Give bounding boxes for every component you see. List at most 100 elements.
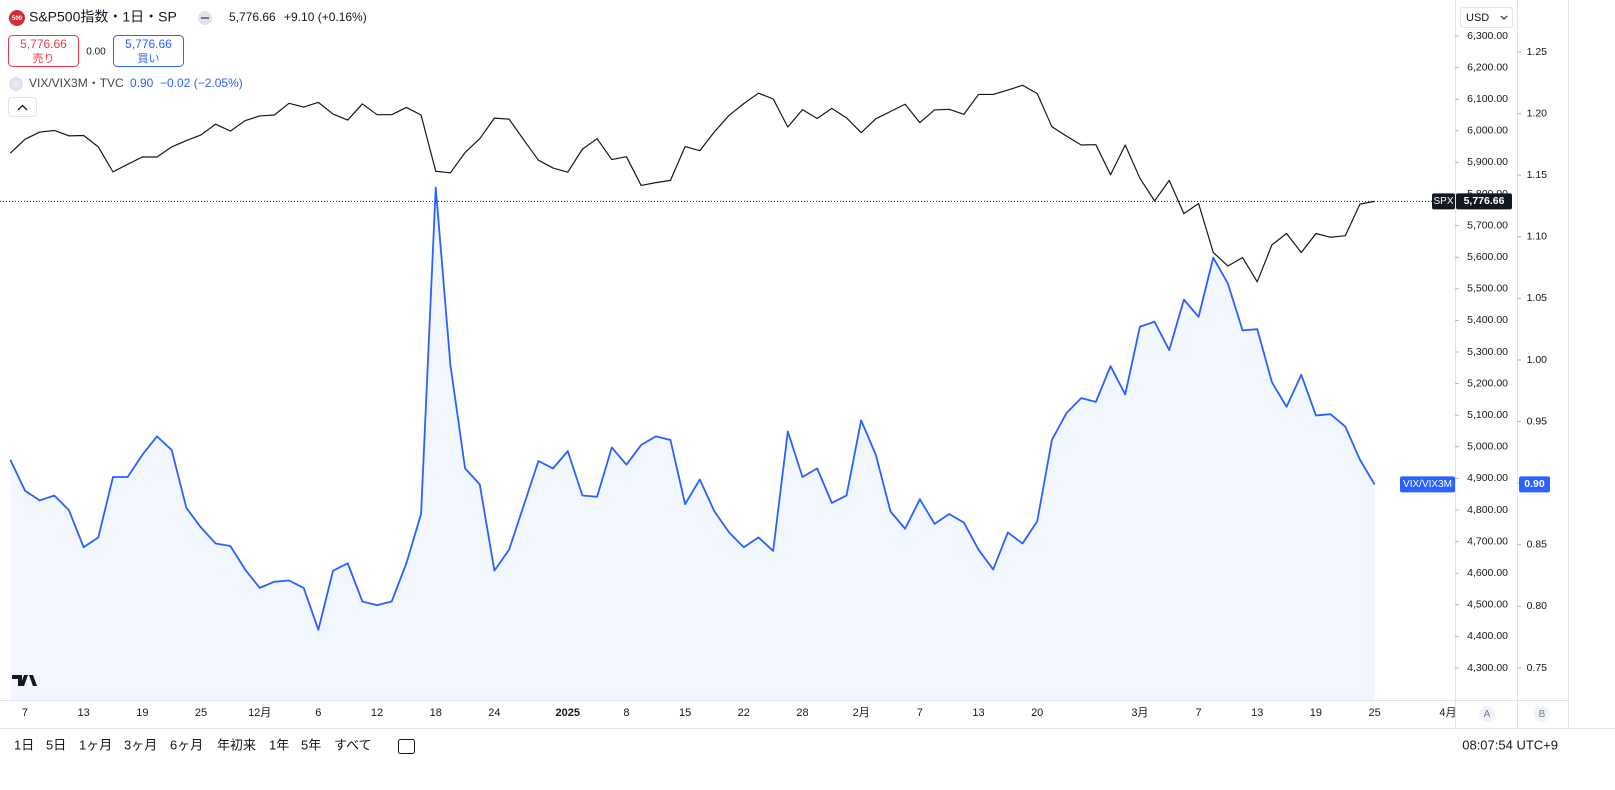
y-tick-label: 5,300.00 <box>1467 346 1508 358</box>
currency-chevron <box>1500 15 1508 20</box>
y-tick-label: 5,700.00 <box>1467 219 1508 231</box>
price-tag <box>1519 476 1550 493</box>
axis-button-label: B <box>1539 709 1546 720</box>
buy-label: 買い <box>138 52 160 65</box>
date-range-button[interactable] <box>398 739 415 754</box>
range-button[interactable]: 1年 <box>269 737 289 752</box>
currency-button[interactable] <box>1460 7 1513 28</box>
y-tick-label: 6,100.00 <box>1467 93 1508 105</box>
range-button[interactable]: 6ヶ月 <box>170 737 203 752</box>
symbol-title[interactable]: S&P500指数・1日・SP <box>29 9 177 25</box>
y2-tick-label: 1.05 <box>1527 292 1548 304</box>
x-tick-label: 15 <box>679 707 691 719</box>
price-tag <box>1456 193 1512 210</box>
axis-button[interactable] <box>1534 706 1550 722</box>
y2-tick-label: 0.75 <box>1527 662 1548 674</box>
clock[interactable]: 08:07:54 UTC+9 <box>1462 737 1558 752</box>
price-tag-label: 0.90 <box>1524 478 1545 490</box>
y-tick-label: 4,600.00 <box>1467 567 1508 579</box>
y2-tick-label: 1.00 <box>1527 354 1548 366</box>
x-tick-label: 7 <box>1196 707 1202 719</box>
y2-tick-label: 1.20 <box>1527 107 1548 119</box>
plot-area <box>9 84 1376 700</box>
x-tick-label: 12月 <box>248 707 271 719</box>
y-tick-label: 5,100.00 <box>1467 409 1508 421</box>
y-tick-label: 5,500.00 <box>1467 283 1508 295</box>
logo-text: 500 <box>12 16 23 22</box>
range-button[interactable]: 3ヶ月 <box>124 737 157 752</box>
y2-tick-label: 0.95 <box>1527 415 1548 427</box>
sell-button[interactable] <box>8 35 79 67</box>
y-tick-label: 4,800.00 <box>1467 504 1508 516</box>
brand-logo[interactable] <box>12 675 37 686</box>
buy-button[interactable] <box>113 35 184 67</box>
range-button[interactable]: 1ヶ月 <box>79 737 112 752</box>
x-tick-label: 6 <box>315 707 321 719</box>
buy-price: 5,776.66 <box>125 37 172 51</box>
y2-tick-label: 0.85 <box>1527 539 1548 551</box>
sell-price: 5,776.66 <box>20 37 67 51</box>
series-tag-name: SPX <box>1433 196 1453 207</box>
x-tick-label: 28 <box>796 707 808 719</box>
x-tick-label: 12 <box>371 707 383 719</box>
range-button[interactable]: 5年 <box>301 737 321 752</box>
y-tick-label: 6,300.00 <box>1467 30 1508 42</box>
x-tick-label: 8 <box>623 707 629 719</box>
indicator-title[interactable]: VIX/VIX3M・TVC <box>29 76 124 90</box>
indicator-value: 0.90 <box>130 76 154 90</box>
y-tick-label: 5,200.00 <box>1467 377 1508 389</box>
y-tick-label: 5,400.00 <box>1467 314 1508 326</box>
symbol-logo <box>9 10 25 26</box>
x-tick-label: 7 <box>22 707 28 719</box>
range-button[interactable]: 年初来 <box>217 737 256 752</box>
series-line <box>9 186 1376 631</box>
sell-label: 売り <box>33 52 55 65</box>
x-tick-label: 20 <box>1031 707 1043 719</box>
x-tick-label: 25 <box>1368 707 1380 719</box>
y-tick-label: 4,700.00 <box>1467 535 1508 547</box>
x-tick-label: 24 <box>488 707 500 719</box>
y2-tick-label: 1.25 <box>1527 46 1548 58</box>
range-button[interactable]: 5日 <box>46 737 66 752</box>
x-tick-label: 13 <box>78 707 90 719</box>
x-tick-label: 4月 <box>1439 707 1456 719</box>
range-button[interactable]: すべて <box>334 737 372 752</box>
range-button[interactable]: 1日 <box>14 737 34 752</box>
price-change: +9.10 (+0.16%) <box>284 10 367 24</box>
x-tick-label: 19 <box>136 707 148 719</box>
series-line <box>9 84 1375 283</box>
indicator-change: −0.02 (−2.05%) <box>160 76 243 90</box>
x-tick-label: 19 <box>1310 707 1322 719</box>
series-tag <box>1432 193 1455 210</box>
y-tick-label: 4,300.00 <box>1467 662 1508 674</box>
x-tick-label: 13 <box>972 707 984 719</box>
collapse-button[interactable] <box>8 97 37 117</box>
toolbar: 1日 5日 1ヶ月 3ヶ月 6ヶ月 年初来 1年 5年 すべて <box>14 737 372 752</box>
x-tick-label: 13 <box>1251 707 1263 719</box>
x-tick-label: 3月 <box>1131 707 1148 719</box>
series-tag-name: VIX/VIX3M <box>1403 479 1452 490</box>
area-fill <box>10 187 1375 700</box>
collapse-chevron <box>17 104 28 111</box>
currency-label: USD <box>1466 12 1489 24</box>
x-tick-label: 22 <box>738 707 750 719</box>
x-tick-label: 7 <box>917 707 923 719</box>
y-tick-label: 4,900.00 <box>1467 472 1508 484</box>
last-price: 5,776.66 <box>229 10 276 24</box>
series-tag <box>1400 476 1455 493</box>
x-tick-label: 18 <box>430 707 442 719</box>
status-icon-bar <box>201 17 209 19</box>
y2-tick-label: 1.10 <box>1527 231 1548 243</box>
x-tick-label: 2月 <box>853 707 870 719</box>
y2-tick-label: 0.80 <box>1527 600 1548 612</box>
y2-tick-label: 1.15 <box>1527 169 1548 181</box>
axis-button[interactable] <box>1479 706 1495 722</box>
indicator-logo-text: V <box>13 80 19 89</box>
price-tag-label: 5,776.66 <box>1464 195 1505 207</box>
x-tick-label: 25 <box>195 707 207 719</box>
y-tick-label: 6,200.00 <box>1467 61 1508 73</box>
y-tick-label: 6,000.00 <box>1467 125 1508 137</box>
axis-button-label: A <box>1484 709 1491 720</box>
